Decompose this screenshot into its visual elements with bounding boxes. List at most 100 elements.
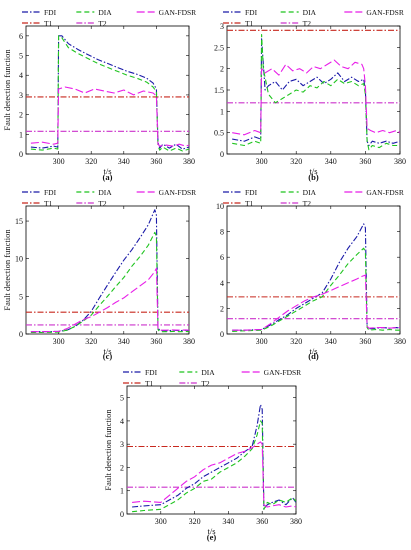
series-line-gan-fdsr [232, 274, 400, 331]
legend-label-fdi: FDI [44, 188, 57, 197]
legend-label-t2: T2 [98, 19, 107, 28]
data-layer [127, 404, 296, 513]
data-layer [227, 29, 400, 151]
panel-caption: (b) [308, 172, 319, 182]
x-tick-label: 380 [394, 337, 406, 346]
legend-label-gan-fdsr: GAN-FDSR [366, 8, 404, 17]
x-tick-label: 320 [85, 157, 97, 166]
y-tick-label: 5 [19, 52, 23, 61]
y-tick-label: 1.5 [214, 86, 224, 95]
y-tick-label: 4 [120, 417, 124, 426]
panel-e: FDI DIA GAN-FDSR T1 T2 300 320 340 360 380 0 1 2 3 4 5 t… [103, 368, 302, 542]
legend-label-t1: T1 [245, 199, 254, 208]
y-tick-label: 3 [19, 91, 23, 100]
panel-c: FDI DIA GAN-FDSR T1 T2 300 320 340 360 380 0 5 10 15 t… [2, 188, 196, 361]
panel-caption: (e) [207, 532, 217, 542]
y-tick-label: 3 [220, 22, 224, 31]
y-tick-label: 1 [19, 130, 23, 139]
y-tick-label: 0 [19, 150, 23, 159]
x-axis-label: t/s [309, 346, 317, 356]
y-tick-label: 6 [220, 253, 224, 262]
y-tick-label: 2 [220, 65, 224, 74]
x-tick-label: 360 [256, 517, 268, 526]
x-tick-label: 340 [325, 157, 337, 166]
x-tick-label: 320 [290, 337, 302, 346]
x-tick-label: 380 [290, 517, 302, 526]
panel-caption: (d) [308, 351, 319, 361]
panel-caption: (a) [103, 172, 113, 182]
x-tick-label: 360 [150, 157, 162, 166]
legend-label-dia: DIA [303, 188, 317, 197]
y-tick-label: 0.5 [214, 129, 224, 138]
series-line-dia [30, 231, 189, 334]
x-tick-label: 360 [150, 337, 162, 346]
y-tick-label: 0 [220, 330, 224, 339]
series-line-fdi [232, 223, 400, 331]
x-tick-label: 380 [183, 157, 195, 166]
data-layer [227, 223, 400, 332]
y-tick-label: 15 [15, 217, 23, 226]
plot-frame [126, 385, 297, 515]
panel-caption: (c) [103, 351, 113, 361]
plot-frame [226, 25, 401, 155]
legend-label-t2: T2 [303, 19, 312, 28]
series-line-gan-fdsr [132, 441, 296, 508]
y-tick-label: 2 [19, 111, 23, 120]
series-line-gan-fdsr [30, 267, 189, 333]
legend-label-dia: DIA [201, 368, 215, 377]
x-tick-label: 300 [256, 157, 268, 166]
y-tick-label: 4 [19, 71, 23, 80]
y-tick-label: 1 [220, 107, 224, 116]
legend-label-dia: DIA [98, 8, 112, 17]
x-axis-label: t/s [207, 526, 215, 536]
y-tick-label: 3 [120, 440, 124, 449]
x-tick-label: 320 [290, 157, 302, 166]
series-line-dia [232, 33, 400, 151]
x-axis-label: t/s [309, 166, 317, 176]
x-tick-label: 380 [394, 157, 406, 166]
data-layer [26, 209, 189, 334]
legend-label-t2: T2 [303, 199, 312, 208]
series-line-gan-fdsr [30, 86, 189, 147]
series-line-fdi [232, 38, 400, 147]
plot-frame [25, 205, 190, 335]
series-line-dia [30, 35, 189, 152]
y-axis-label: Fault detection function [103, 409, 113, 491]
x-tick-label: 340 [118, 157, 130, 166]
x-tick-label: 380 [183, 337, 195, 346]
y-axis-label: Fault detection function [2, 229, 12, 311]
panel-d: FDI DIA GAN-FDSR T1 T2 300 320 340 360 380 0 2 4 6 8 10… [216, 188, 406, 361]
panel-a: FDI DIA GAN-FDSR T1 T2 300 320 340 360 380 0 1 2 3 4 5 6… [2, 8, 196, 182]
y-tick-label: 5 [19, 292, 23, 301]
series-line-gan-fdsr [232, 59, 400, 136]
legend-label-gan-fdsr: GAN-FDSR [159, 188, 197, 197]
x-tick-label: 300 [53, 157, 65, 166]
y-tick-label: 10 [216, 202, 224, 211]
series-line-dia [132, 420, 296, 513]
legend-label-t2: T2 [201, 379, 210, 388]
y-tick-label: 1 [120, 487, 124, 496]
legend-label-fdi: FDI [245, 8, 258, 17]
y-tick-label: 0 [120, 510, 124, 519]
x-tick-label: 360 [359, 337, 371, 346]
legend-label-gan-fdsr: GAN-FDSR [366, 188, 404, 197]
y-tick-label: 2 [220, 304, 224, 313]
series-line-fdi [30, 209, 189, 333]
legend-label-fdi: FDI [44, 8, 57, 17]
legend-label-gan-fdsr: GAN-FDSR [159, 8, 197, 17]
data-layer [26, 35, 189, 152]
y-tick-label: 0 [19, 330, 23, 339]
x-tick-label: 340 [118, 337, 130, 346]
legend-label-t1: T1 [44, 199, 53, 208]
plot-frame [226, 205, 401, 335]
series-line-fdi [132, 404, 296, 510]
legend-label-fdi: FDI [245, 188, 258, 197]
legend-label-t1: T1 [44, 19, 53, 28]
x-axis-label: t/s [103, 346, 111, 356]
y-tick-label: 0 [220, 150, 224, 159]
y-tick-label: 6 [19, 32, 23, 41]
legend-label-dia: DIA [303, 8, 317, 17]
x-tick-label: 360 [359, 157, 371, 166]
y-tick-label: 2 [120, 463, 124, 472]
